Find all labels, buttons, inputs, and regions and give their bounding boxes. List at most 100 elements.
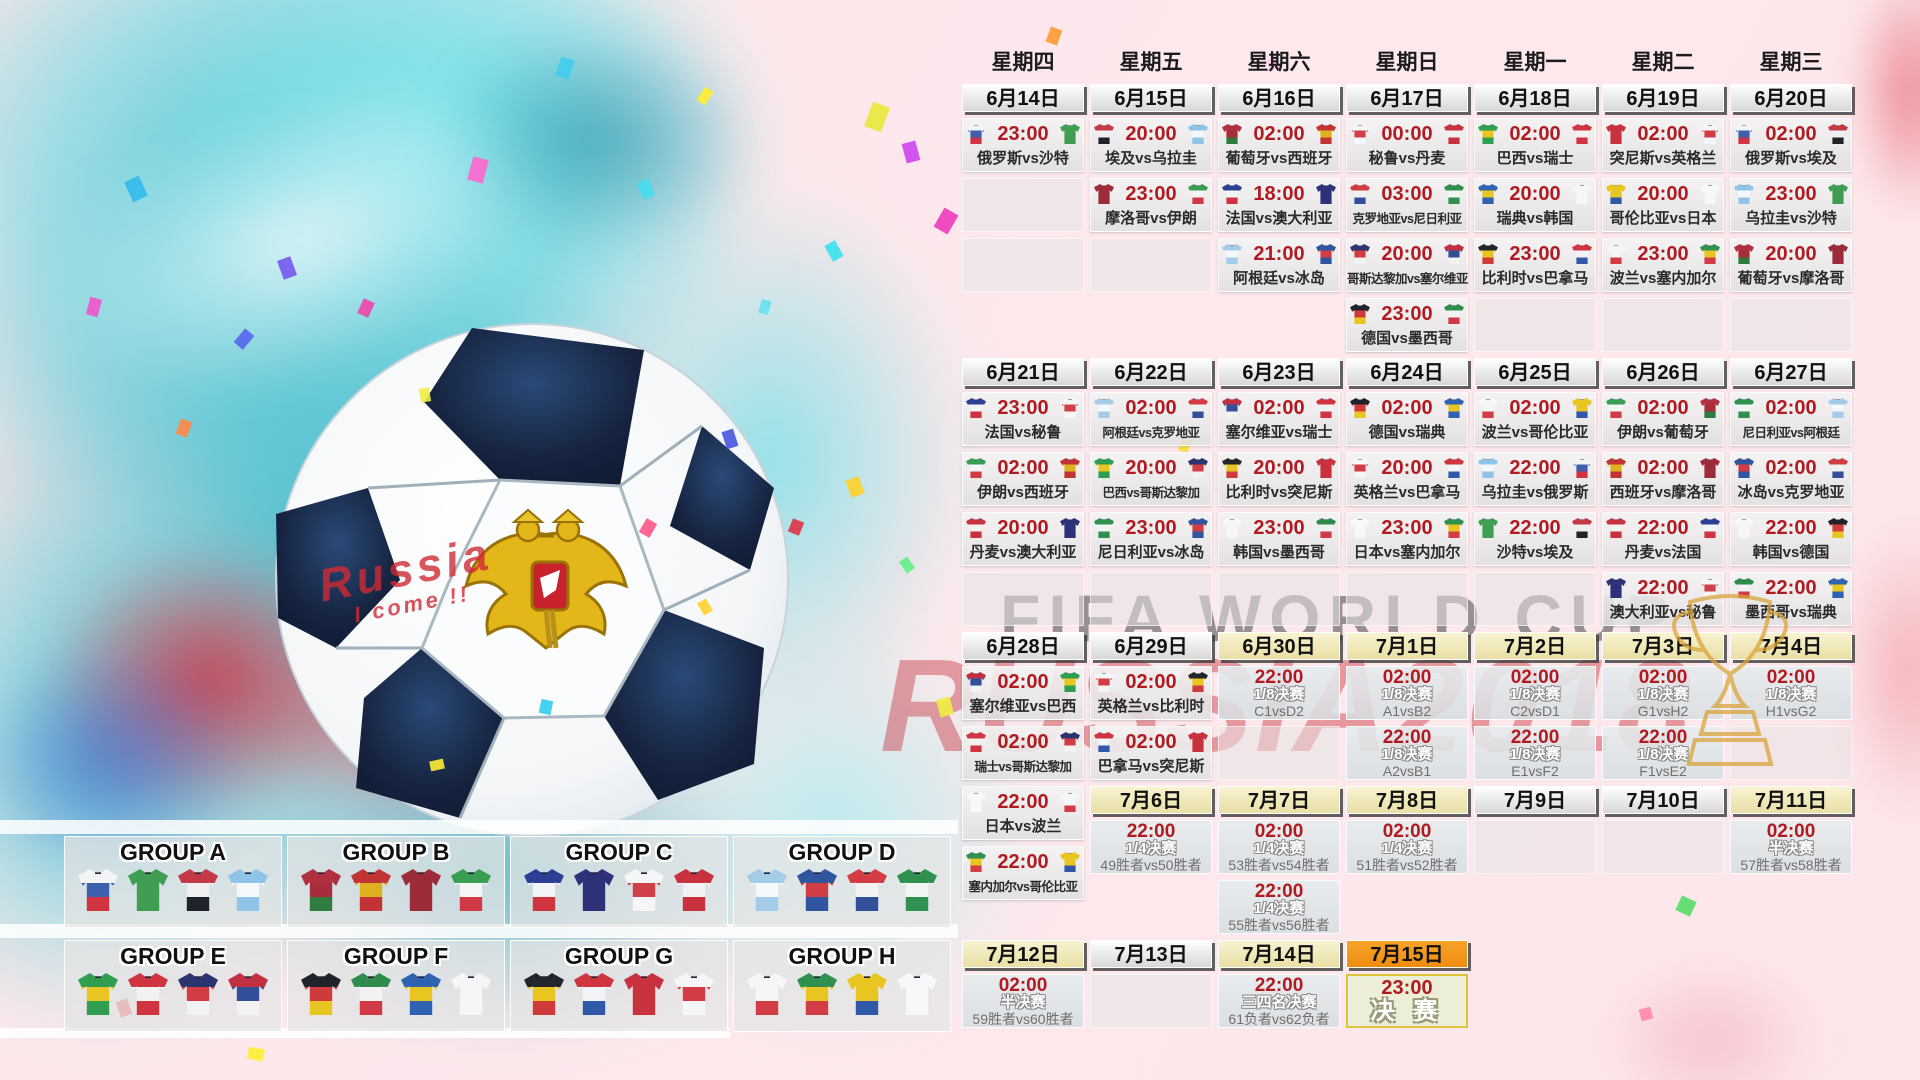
date-header: 6月14日 bbox=[962, 84, 1084, 112]
jersey-icon bbox=[1350, 124, 1370, 144]
empty-cell bbox=[1090, 572, 1212, 626]
group-box: GROUP E bbox=[64, 940, 282, 1032]
match-time: 22:00 bbox=[1254, 974, 1304, 996]
jersey-icon bbox=[1828, 518, 1848, 538]
jersey-icon bbox=[1316, 124, 1336, 144]
match-time: 03:00 bbox=[1381, 182, 1433, 205]
match-cell: 23:00 乌拉圭vs沙特 bbox=[1730, 178, 1852, 232]
match-cell: 02:00 巴西vs瑞士 bbox=[1474, 118, 1596, 172]
matchup-code: 61负者vs62负者 bbox=[1228, 1010, 1330, 1027]
matchup-code: C1vsD2 bbox=[1254, 702, 1304, 719]
matchup-code: 51胜者vs52胜者 bbox=[1356, 856, 1458, 873]
confetti-piece bbox=[864, 101, 890, 133]
match-teams: 波兰vs哥伦比亚 bbox=[1481, 424, 1589, 441]
match-time: 23:00 bbox=[1765, 182, 1817, 205]
stage-label: 1/4决赛 bbox=[1253, 899, 1305, 917]
match-cell: 20:00 比利时vs突尼斯 bbox=[1218, 452, 1340, 506]
jersey-icon bbox=[574, 973, 614, 1015]
match-teams: 哥斯达黎加vs塞尔维亚 bbox=[1347, 272, 1468, 286]
knockout-cell: 02:00 半决赛 59胜者vs60胜者 bbox=[962, 974, 1084, 1028]
blank-slot bbox=[1090, 298, 1212, 352]
match-cell: 02:00 瑞士vs哥斯达黎加 bbox=[962, 726, 1084, 780]
stage-label: 1/8决赛 bbox=[1509, 745, 1561, 763]
match-cell: 20:00 巴西vs哥斯达黎加 bbox=[1090, 452, 1212, 506]
matchup-code: 53胜者vs54胜者 bbox=[1228, 856, 1330, 873]
jersey-icon bbox=[1444, 244, 1464, 264]
jersey-icon bbox=[1094, 124, 1114, 144]
jersey-icon bbox=[1444, 184, 1464, 204]
knockout-cell: 02:00 1/8决赛 H1vsG2 bbox=[1730, 666, 1852, 720]
jersey-icon bbox=[524, 869, 564, 911]
match-time: 02:00 bbox=[1253, 122, 1305, 145]
match-teams: 葡萄牙vs西班牙 bbox=[1225, 150, 1333, 167]
match-time: 02:00 bbox=[1765, 122, 1817, 145]
weekday-label: 星期六 bbox=[1247, 51, 1311, 74]
match-teams: 克罗地亚vs尼日利亚 bbox=[1352, 212, 1462, 226]
match-cell: 02:00 塞尔维亚vs瑞士 bbox=[1218, 392, 1340, 446]
stage-label: 1/8决赛 bbox=[1509, 685, 1561, 703]
jersey-icon bbox=[966, 852, 986, 872]
matchup-code: H1vsG2 bbox=[1765, 702, 1817, 719]
match-time: 02:00 bbox=[1765, 456, 1817, 479]
match-teams: 哥伦比亚vs日本 bbox=[1609, 210, 1717, 227]
match-teams: 俄罗斯vs埃及 bbox=[1745, 150, 1837, 167]
match-cell: 02:00 英格兰vs比利时 bbox=[1090, 666, 1212, 720]
empty-cell bbox=[1602, 298, 1724, 352]
jersey-icon bbox=[1478, 184, 1498, 204]
match-cell: 20:00 英格兰vs巴拿马 bbox=[1346, 452, 1468, 506]
jersey-icon bbox=[1572, 518, 1592, 538]
empty-cell bbox=[962, 238, 1084, 292]
jersey-icon bbox=[1734, 244, 1754, 264]
match-cell: 02:00 突尼斯vs英格兰 bbox=[1602, 118, 1724, 172]
jersey-icon bbox=[1734, 458, 1754, 478]
jersey-icon bbox=[1350, 398, 1370, 418]
match-teams: 秘鲁vs丹麦 bbox=[1368, 150, 1446, 167]
match-teams: 日本vs塞内加尔 bbox=[1353, 544, 1461, 561]
jersey-icon bbox=[128, 973, 168, 1015]
match-teams: 巴拿马vs突尼斯 bbox=[1097, 758, 1205, 775]
jersey-icon bbox=[1828, 124, 1848, 144]
jersey-icon bbox=[1828, 244, 1848, 264]
match-cell: 21:00 阿根廷vs冰岛 bbox=[1218, 238, 1340, 292]
stage-label: 半决赛 bbox=[1000, 993, 1046, 1011]
jersey-icon bbox=[351, 973, 391, 1015]
weekday-label: 星期三 bbox=[1759, 51, 1823, 74]
jersey-icon bbox=[966, 792, 986, 812]
match-time: 02:00 bbox=[1382, 820, 1432, 842]
date-header: 6月20日 bbox=[1730, 84, 1852, 112]
jersey-icon bbox=[747, 973, 787, 1015]
confetti-piece bbox=[247, 1046, 265, 1062]
jersey-icon bbox=[797, 869, 837, 911]
match-time: 22:00 bbox=[1765, 516, 1817, 539]
match-teams: 韩国vs德国 bbox=[1752, 544, 1830, 561]
match-cell: 23:00 韩国vs墨西哥 bbox=[1218, 512, 1340, 566]
calendar-column: 星期一 6月18日 02:00 巴西vs瑞士 20:00 瑞典vs韩国 23:00 比利时vs… bbox=[1474, 48, 1596, 1034]
match-teams: 巴西vs瑞士 bbox=[1496, 150, 1574, 167]
match-cell: 23:00 日本vs塞内加尔 bbox=[1346, 512, 1468, 566]
match-time: 20:00 bbox=[1509, 182, 1561, 205]
stage-label: 1/4决赛 bbox=[1253, 839, 1305, 857]
match-teams: 阿根廷vs克罗地亚 bbox=[1102, 426, 1200, 440]
jersey-icon bbox=[1828, 184, 1848, 204]
match-time: 02:00 bbox=[997, 730, 1049, 753]
match-teams: 葡萄牙vs摩洛哥 bbox=[1737, 270, 1845, 287]
knockout-cell: 22:00 1/8决赛 E1vsF2 bbox=[1474, 726, 1596, 780]
matchup-code: 59胜者vs60胜者 bbox=[972, 1010, 1074, 1027]
match-time: 22:00 bbox=[1637, 576, 1689, 599]
jersey-icon bbox=[1094, 184, 1114, 204]
match-time: 20:00 bbox=[1381, 242, 1433, 265]
match-teams: 阿根廷vs冰岛 bbox=[1233, 270, 1325, 287]
match-time: 22:00 bbox=[1637, 516, 1689, 539]
calendar-column: 星期日 6月17日 00:00 秘鲁vs丹麦 03:00 克罗地亚vs尼日利亚 20:00 哥… bbox=[1346, 48, 1468, 1034]
match-cell: 22:00 韩国vs德国 bbox=[1730, 512, 1852, 566]
match-teams: 西班牙vs摩洛哥 bbox=[1609, 484, 1717, 501]
final-label: 决 赛 bbox=[1370, 998, 1444, 1025]
jersey-icon bbox=[1188, 732, 1208, 752]
match-time: 23:00 bbox=[1637, 242, 1689, 265]
match-cell: 02:00 葡萄牙vs西班牙 bbox=[1218, 118, 1340, 172]
match-teams: 尼日利亚vs冰岛 bbox=[1097, 544, 1205, 561]
jersey-icon bbox=[1316, 244, 1336, 264]
empty-cell bbox=[1474, 298, 1596, 352]
match-cell: 22:00 日本vs波兰 bbox=[962, 786, 1084, 840]
